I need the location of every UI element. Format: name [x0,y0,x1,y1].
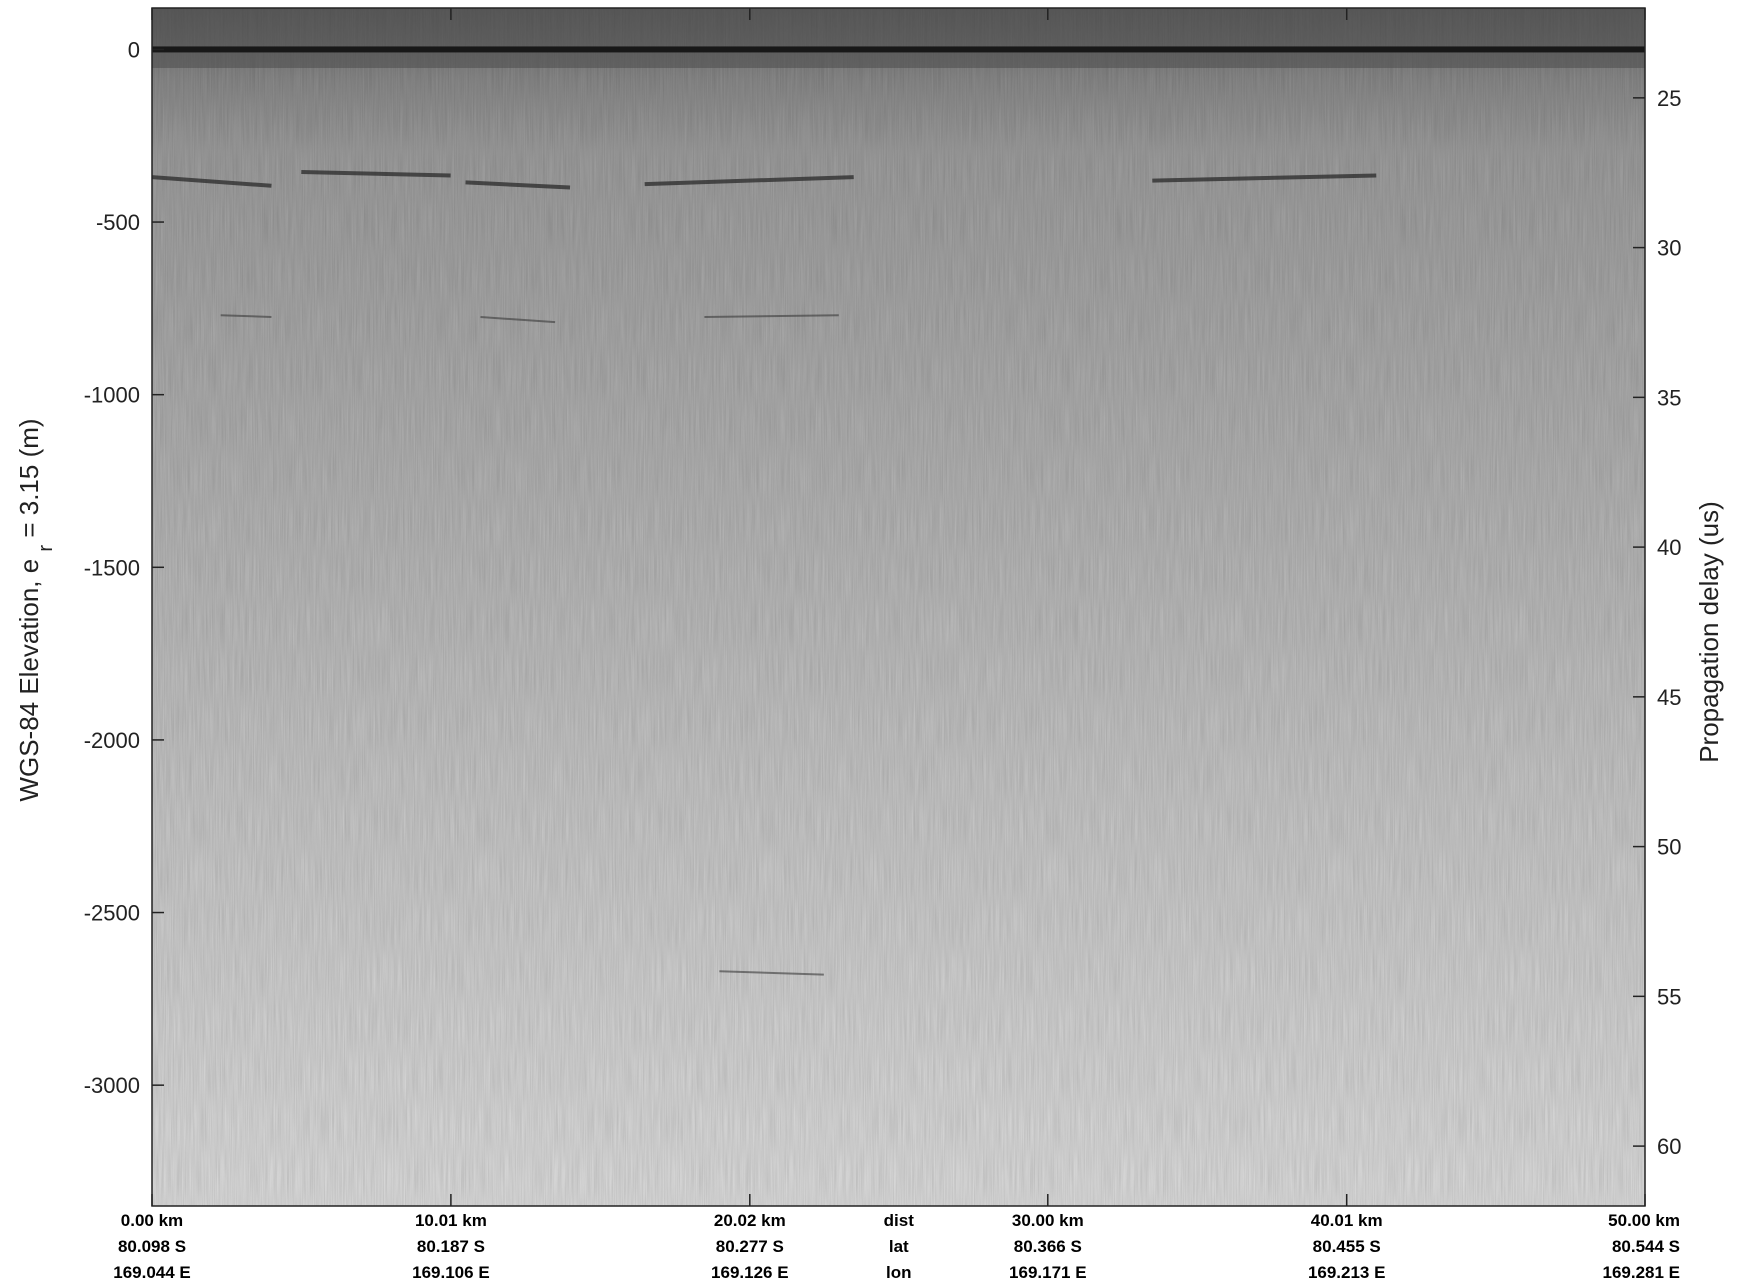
x-row-label: lat [889,1237,909,1256]
x-tick-label-dist: 50.00 km [1608,1211,1680,1230]
x-tick-label-lon: 169.281 E [1602,1263,1680,1282]
left-axis-title-tail: = 3.15 (m) [14,418,44,537]
x-tick-label-dist: 40.01 km [1311,1211,1383,1230]
basal-reflector-segment [301,169,451,178]
plot-area [152,8,1645,1206]
basal-reflector-segment [644,175,854,187]
multiple-reflector-segment [220,314,272,318]
x-tick-label-lon: 169.044 E [113,1263,191,1282]
left-tick-label: -1500 [84,555,140,580]
x-tick-label-lat: 80.187 S [417,1237,485,1256]
right-tick-label: 25 [1657,86,1681,111]
right-axis: 25 30 35 40 45 50 55 60 [1633,86,1681,1159]
x-row-label: lon [886,1263,912,1282]
basal-reflector-segment [465,180,571,190]
basal-reflector-segment [1152,173,1377,183]
right-tick-label: 30 [1657,236,1681,261]
x-tick-label-lat: 80.366 S [1014,1237,1082,1256]
x-axis: 0.00 km 80.098 S 169.044 E 10.01 km 80.187 S… [113,8,1680,1282]
left-axis-title: WGS-84 Elevation, e r = 3.15 (m) [14,418,58,801]
right-axis-title: Propagation delay (us) [1694,501,1724,763]
multiple-reflector-segment [719,970,824,976]
plot-frame [151,7,1646,1207]
left-tick-label: -3000 [84,1073,140,1098]
right-tick-label: 40 [1657,535,1681,560]
left-tick-label: 0 [128,37,140,62]
left-axis-title-main: WGS-84 Elevation, e [14,559,44,802]
left-tick-label: -1000 [84,383,140,408]
left-axis: 0 -500 -1000 -1500 -2000 -2500 -3000 [84,37,164,1098]
right-tick-label: 55 [1657,984,1681,1009]
x-tick-label-dist: 0.00 km [121,1211,183,1230]
radargram-noise [152,8,1645,1206]
left-tick-label: -2000 [84,728,140,753]
multiple-reflector-segment [704,314,839,318]
left-tick-label: -2500 [84,901,140,926]
x-tick-label-lat: 80.544 S [1612,1237,1680,1256]
x-tick-label-dist: 10.01 km [415,1211,487,1230]
x-tick-label-lon: 169.213 E [1308,1263,1386,1282]
surface-noise-band [152,8,1645,68]
x-tick-label-lon: 169.106 E [412,1263,490,1282]
x-tick-label-lon: 169.171 E [1009,1263,1087,1282]
surface-reflector [152,46,1645,53]
right-tick-label: 35 [1657,385,1681,410]
left-axis-title-sub: r [35,545,57,552]
multiple-reflector-segment [480,315,556,324]
left-tick-label: -500 [96,210,140,235]
x-tick-label-lat: 80.098 S [118,1237,186,1256]
x-row-label: dist [884,1211,915,1230]
x-tick-label-dist: 30.00 km [1012,1211,1084,1230]
x-tick-label-lon: 169.126 E [711,1263,789,1282]
x-tick-label-lat: 80.277 S [716,1237,784,1256]
x-tick-label-lat: 80.455 S [1313,1237,1381,1256]
basal-reflector-segment [152,175,272,188]
right-tick-label: 45 [1657,685,1681,710]
right-tick-label: 50 [1657,835,1681,860]
right-tick-label: 60 [1657,1134,1681,1159]
x-tick-label-dist: 20.02 km [714,1211,786,1230]
